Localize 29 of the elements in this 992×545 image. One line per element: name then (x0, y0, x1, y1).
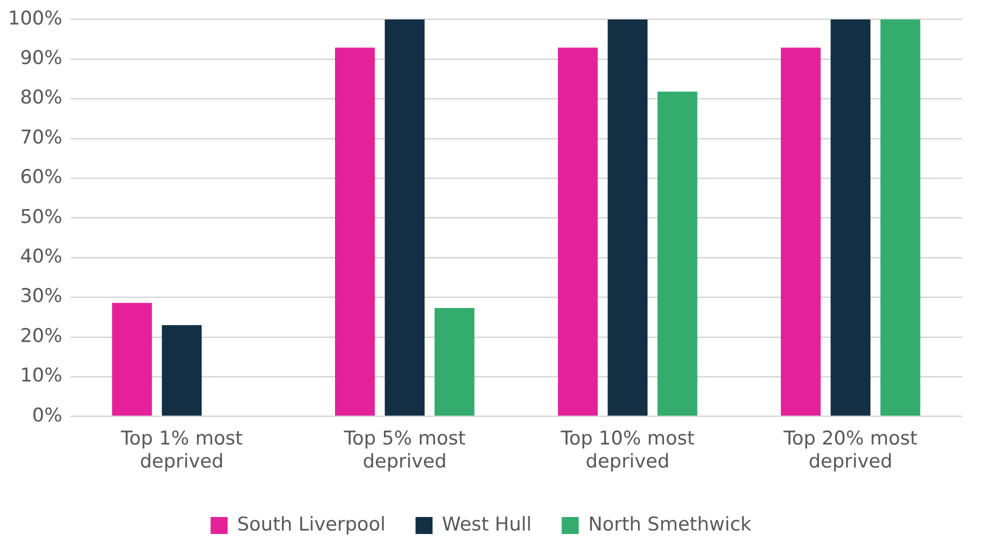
bar (780, 48, 821, 416)
y-tick-label: 80% (20, 86, 62, 109)
x-tick-label: Top 10% most deprived (560, 428, 695, 473)
bar (162, 325, 202, 416)
bar (112, 302, 152, 416)
bar (558, 48, 598, 416)
y-tick-label: 30% (20, 285, 62, 308)
legend-label: West Hull (442, 513, 532, 536)
y-tick-label: 50% (20, 206, 62, 228)
bar (657, 92, 698, 416)
y-tick-label: 10% (20, 364, 62, 387)
y-tick-label: 20% (20, 324, 62, 347)
y-tick-label: 0% (32, 404, 62, 426)
y-tick-label: 100% (8, 7, 62, 30)
x-tick-label: Top 1% most deprived (120, 428, 243, 473)
x-tick-label: Top 5% most deprived (342, 428, 466, 473)
bar (880, 19, 920, 416)
y-tick-label: 40% (20, 246, 62, 268)
bar (608, 19, 648, 416)
legend-label: North Smethwick (588, 513, 752, 536)
x-tick-label: Top 20% most deprived (782, 428, 918, 473)
y-tick-label: 60% (20, 166, 62, 188)
y-tick-label: 90% (20, 47, 62, 70)
bar (434, 308, 474, 416)
legend-label: South Liverpool (237, 513, 386, 536)
y-tick-label: 70% (20, 126, 62, 148)
bar (830, 19, 870, 416)
bar (335, 48, 375, 416)
bar (384, 19, 425, 416)
